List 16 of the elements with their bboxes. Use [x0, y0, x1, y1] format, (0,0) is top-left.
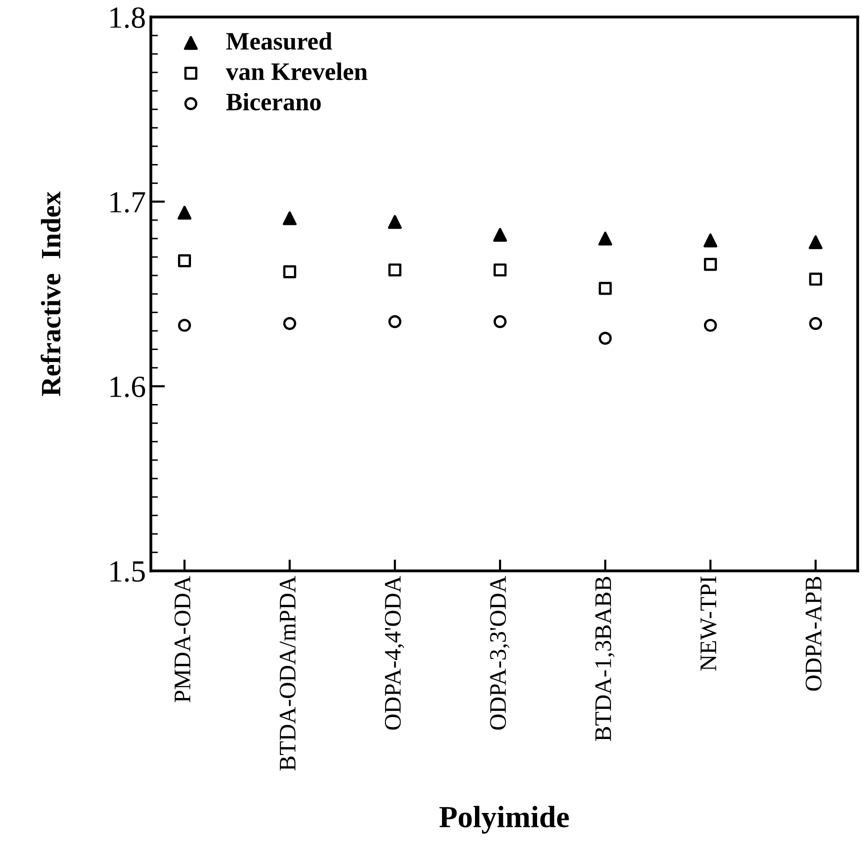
x-tick-label: ODPA-APB: [806, 576, 822, 691]
x-tick-label: ODPA-3,3'ODA: [490, 576, 510, 730]
y-tick-label: 1.6: [110, 376, 146, 398]
y-tick-label: 1.7: [110, 192, 146, 213]
x-tick-label: ODPA-4,4'ODA: [384, 576, 404, 730]
x-tick-label: NEW-TPI: [700, 576, 716, 671]
x-tick-label: BTDA-ODA/mPDA: [280, 576, 296, 770]
legend-label: Measured: [226, 32, 332, 50]
x-tick-label: PMDA-ODA: [174, 576, 190, 702]
y-axis-title: Refractive Index: [40, 191, 60, 396]
x-axis-title: Polyimide: [439, 806, 569, 834]
legend-label: Bicerano: [226, 92, 321, 110]
legend-label: van Krevelen: [226, 62, 368, 80]
y-tick-label: 1.8: [110, 7, 145, 28]
x-tick-label: BTDA-1,3BABB: [595, 576, 615, 741]
y-tick-label: 1.5: [110, 561, 145, 582]
